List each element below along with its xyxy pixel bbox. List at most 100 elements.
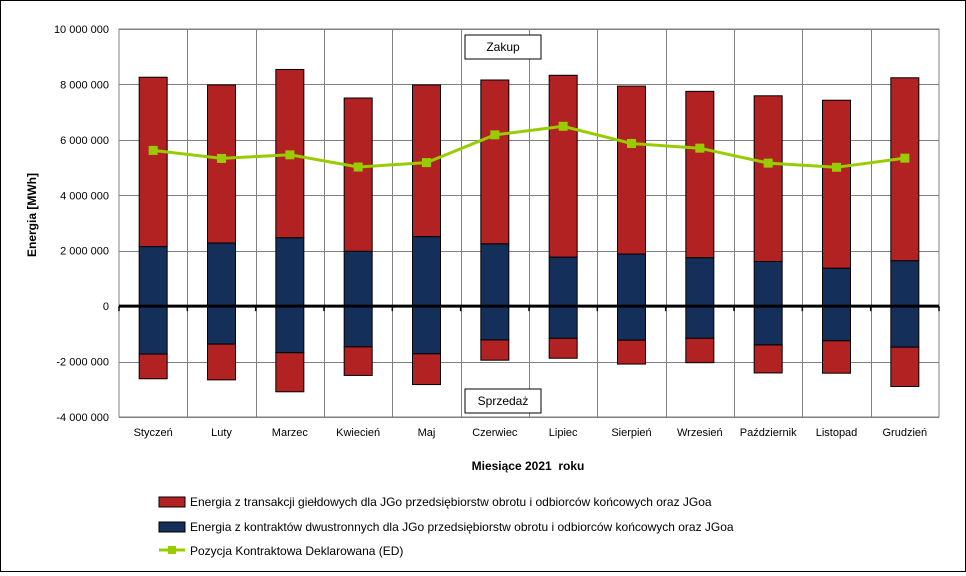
ed-marker	[285, 150, 295, 160]
legend-item-ed: Pozycja Kontraktowa Deklarowana (ED)	[159, 544, 403, 558]
x-tick-label: Sierpień	[611, 427, 651, 439]
bar-bilateral-negative	[890, 305, 920, 348]
y-tick-label: -2 000 000	[56, 357, 109, 369]
ed-marker	[900, 153, 910, 163]
x-tick-label: Czerwiec	[472, 427, 518, 439]
bar-bilateral-positive	[890, 260, 920, 307]
annotation-top-box	[464, 34, 542, 60]
bar-exchange-negative	[753, 344, 783, 374]
annotation-bottom-label: Sprzedaż	[478, 394, 529, 408]
x-tick-label: Wrzesień	[677, 427, 723, 439]
bar-exchange-positive	[548, 74, 578, 258]
y-tick-labels: 10 000 000 8 000 000 6 000 000 4 000 000 2 0…	[54, 24, 109, 424]
bar-bilateral-negative	[480, 305, 510, 341]
bar-exchange-negative	[207, 343, 236, 381]
bar-bilateral-negative	[685, 305, 715, 339]
bar-bilateral-positive	[822, 267, 851, 307]
ed-marker	[695, 143, 705, 153]
ed-marker	[422, 158, 431, 168]
bar-bilateral-negative	[753, 305, 783, 346]
ed-polyline	[153, 124, 906, 169]
bar-exchange-positive	[822, 99, 851, 269]
bar-bilateral-positive	[343, 250, 373, 307]
y-tick-label: 10 000 000	[54, 24, 109, 36]
x-tick-label: Kwiecień	[336, 427, 380, 439]
bar-bilateral-positive	[548, 256, 578, 307]
bar-bilateral-positive	[753, 261, 783, 307]
bar-exchange-positive	[138, 76, 168, 248]
y-tick-label: 8 000 000	[60, 79, 109, 91]
y-tick-label: 4 000 000	[60, 190, 109, 202]
legend-label-exchange: Energia z transakcji giełdowych dla JGo …	[190, 495, 712, 509]
bar-exchange-positive	[685, 90, 715, 259]
y-tick-label: 6 000 000	[60, 135, 109, 147]
bar-exchange-negative	[275, 352, 305, 393]
bar-exchange-negative	[822, 340, 851, 374]
legend-item-bilateral: Energia z kontraktów dwustronnych dla JG…	[158, 520, 734, 534]
bar-exchange-negative	[480, 339, 510, 361]
legend-swatch-bilateral	[158, 521, 186, 533]
x-tick-label: Listopad	[816, 427, 858, 439]
bar-bilateral-negative	[548, 305, 578, 339]
y-tick-label: 0	[103, 301, 109, 313]
x-tick-label: Marzec	[272, 427, 309, 439]
bars	[138, 68, 920, 393]
ed-marker	[558, 121, 568, 131]
bar-exchange-positive	[343, 97, 373, 252]
bar-bilateral-positive	[480, 243, 510, 307]
x-tick-label: Październik	[740, 427, 797, 439]
y-tick-label: 2 000 000	[60, 246, 109, 258]
ed-marker	[353, 162, 363, 172]
legend-item-exchange: Energia z transakcji giełdowych dla JGo …	[158, 495, 712, 509]
bar-bilateral-positive	[138, 246, 168, 307]
bar-exchange-positive	[480, 79, 510, 245]
annotation-bottom: Sprzedaż	[464, 388, 542, 414]
bar-exchange-negative	[138, 353, 168, 380]
legend-marker-ed	[168, 546, 176, 554]
legend-label-ed: Pozycja Kontraktowa Deklarowana (ED)	[190, 544, 403, 558]
bar-bilateral-positive	[412, 236, 441, 307]
bar-exchange-negative	[685, 337, 715, 364]
ed-marker	[763, 158, 773, 168]
bar-exchange-negative	[343, 346, 373, 376]
bar-bilateral-negative	[138, 305, 168, 355]
bar-bilateral-negative	[617, 305, 646, 341]
x-tick-label: Luty	[211, 427, 232, 439]
ed-marker	[627, 138, 636, 148]
annotation-top-label: Zakup	[486, 40, 520, 54]
x-axis-title: Miesiące 2021 roku	[472, 459, 585, 473]
y-axis-title: Energia [MWh]	[25, 173, 39, 257]
ed-line	[148, 121, 910, 172]
bar-bilateral-negative	[412, 305, 441, 355]
bar-bilateral-negative	[207, 305, 236, 345]
ed-marker	[148, 145, 158, 155]
bar-bilateral-positive	[275, 237, 305, 307]
bar-bilateral-positive	[617, 253, 646, 307]
ed-marker	[832, 162, 841, 172]
bar-exchange-positive	[890, 77, 920, 262]
grid-lines	[119, 29, 939, 418]
x-tick-label: Lipiec	[549, 427, 578, 439]
annotation-top: Zakup	[464, 34, 542, 60]
bar-exchange-negative	[548, 337, 578, 359]
legend-label-bilateral: Energia z kontraktów dwustronnych dla JG…	[190, 520, 734, 534]
bar-exchange-positive	[617, 85, 646, 255]
zero-axis	[118, 304, 940, 312]
x-tick-label: Styczeń	[134, 427, 173, 439]
bar-bilateral-positive	[685, 257, 715, 307]
x-tick-label: Maj	[418, 427, 436, 439]
x-tick-labels: Styczeń Luty Marzec Kwiecień Maj Czerwiec Lipi…	[134, 427, 928, 439]
bar-bilateral-negative	[343, 305, 373, 348]
ed-marker	[490, 130, 500, 140]
annotation-bottom-box	[464, 388, 542, 414]
bar-exchange-positive	[207, 84, 236, 244]
x-tick-label: Grudzień	[883, 427, 928, 439]
bar-exchange-negative	[412, 353, 441, 386]
ed-marker	[217, 153, 226, 163]
bar-bilateral-positive	[207, 242, 236, 307]
bar-bilateral-negative	[275, 305, 305, 354]
bar-exchange-negative	[617, 339, 646, 365]
legend-swatch-exchange	[158, 496, 186, 508]
